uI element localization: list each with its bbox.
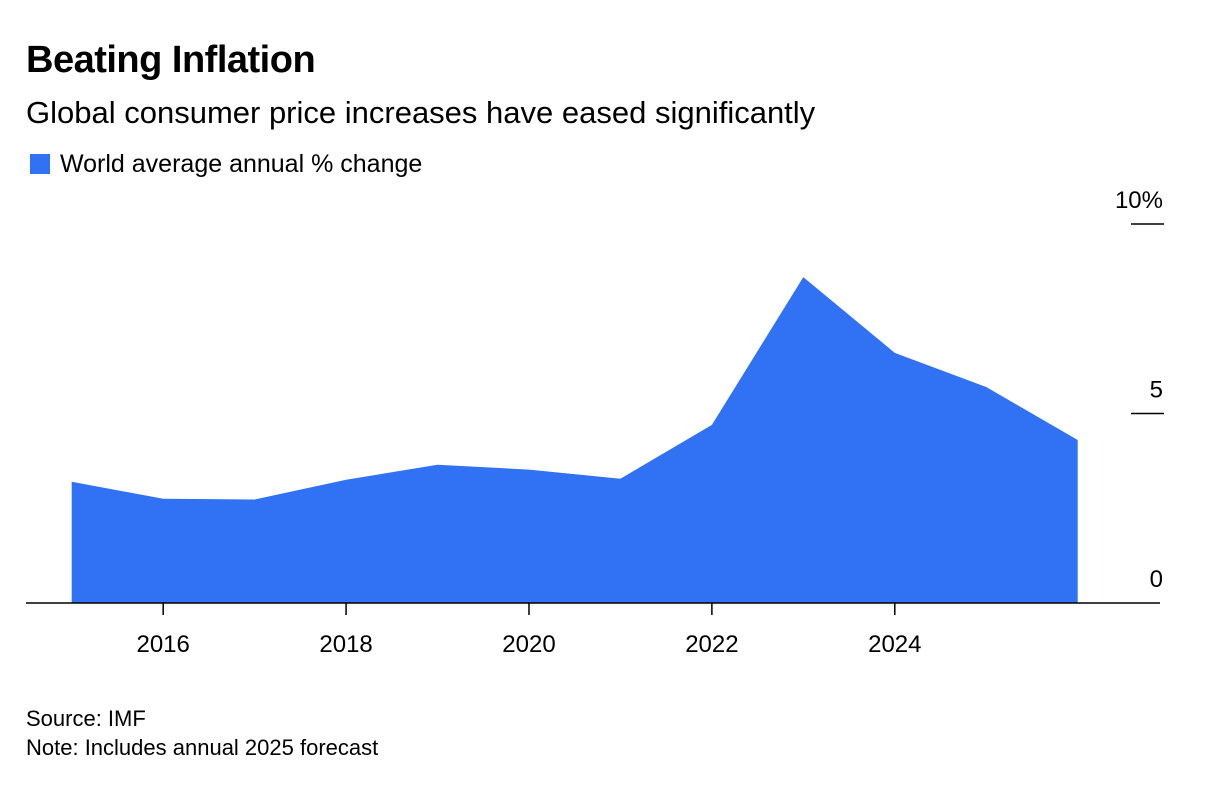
- chart-legend: World average annual % change: [30, 148, 422, 180]
- y-tick-label: 5: [1150, 377, 1163, 404]
- legend-label: World average annual % change: [60, 150, 423, 178]
- area-series-0: [71, 277, 1078, 603]
- x-tick-label: 2018: [319, 631, 372, 658]
- x-tick-label: 2016: [136, 631, 189, 658]
- legend-swatch: [30, 154, 50, 174]
- chart-subtitle: Global consumer price increases have eas…: [26, 95, 816, 130]
- x-tick-label: 2024: [868, 631, 921, 658]
- source-note: Source: IMF: [26, 706, 146, 731]
- forecast-note: Note: Includes annual 2025 forecast: [26, 735, 379, 760]
- x-tick-label: 2020: [502, 631, 555, 658]
- y-tick-label: 10%: [1115, 187, 1163, 214]
- area-chart: 0 5 10% 2016 2018 2020 2022 2024: [26, 187, 1164, 658]
- y-tick-label: 0: [1150, 566, 1163, 593]
- chart-title: Beating Inflation: [26, 39, 316, 81]
- x-tick-label: 2022: [685, 631, 738, 658]
